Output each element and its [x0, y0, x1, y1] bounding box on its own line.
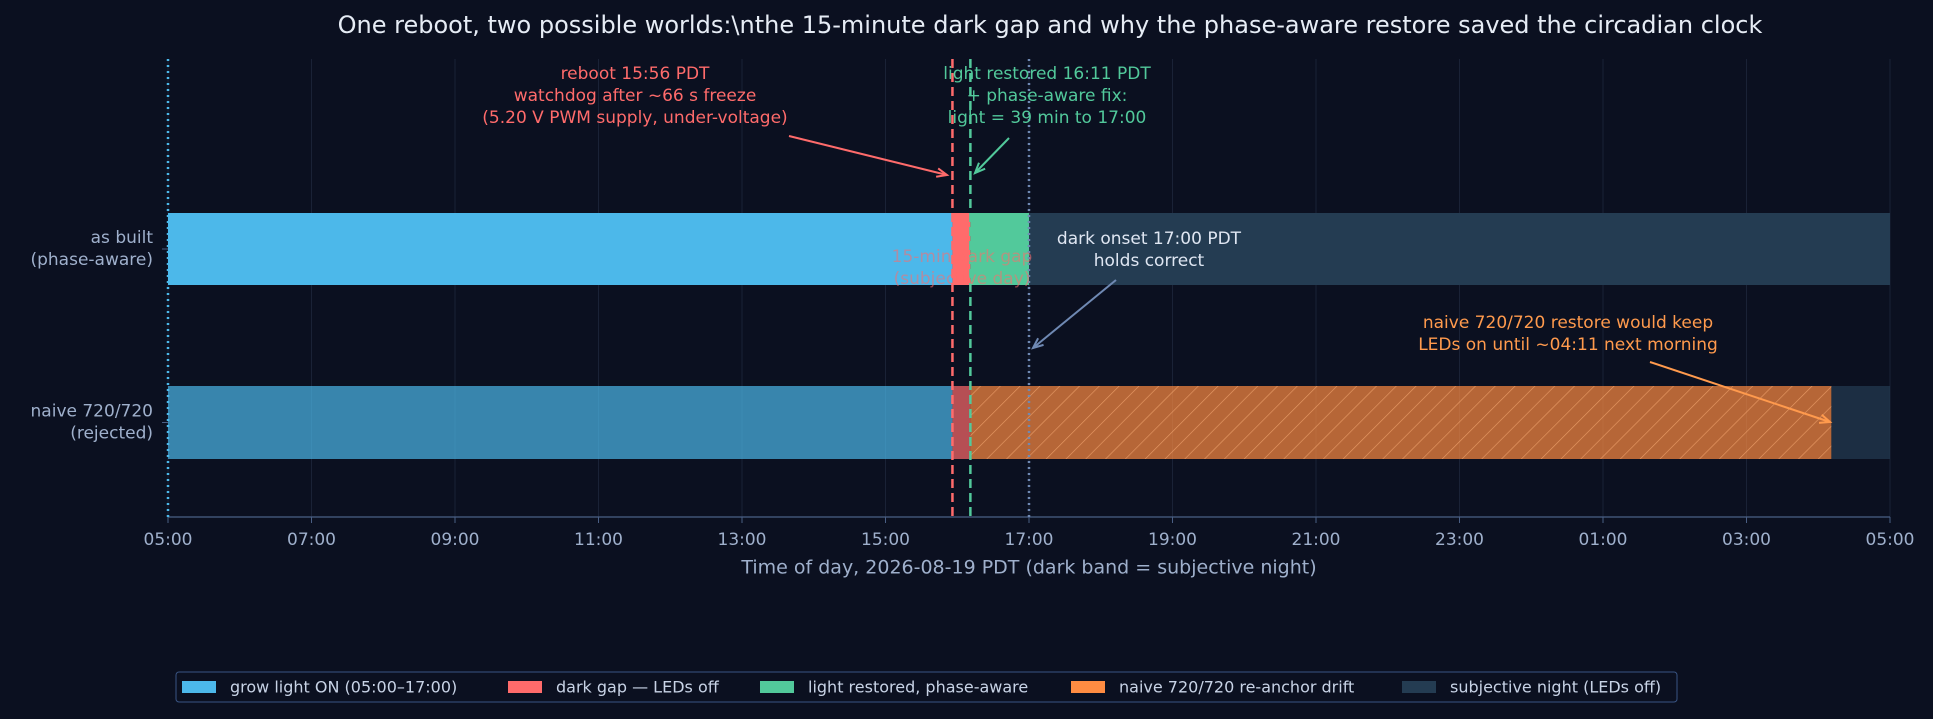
legend-label: dark gap — LEDs off	[556, 678, 720, 697]
x-tick-label: 15:00	[861, 530, 910, 550]
annotation: (5.20 V PWM supply, under-voltage)	[482, 108, 787, 128]
y-tick-label: as built	[91, 228, 154, 248]
legend-box	[175, 671, 1678, 703]
segment	[168, 386, 953, 459]
legend-swatch	[1402, 681, 1436, 693]
x-tick-label: 17:00	[1005, 530, 1054, 550]
segment	[970, 213, 1029, 285]
annotation: reboot 15:56 PDT	[561, 64, 710, 84]
annotation: light = 39 min to 17:00	[948, 108, 1147, 128]
legend-label: light restored, phase-aware	[808, 678, 1028, 697]
segment	[1029, 213, 1890, 285]
y-tick-label: (phase-aware)	[30, 250, 153, 270]
legend-swatch	[182, 681, 216, 693]
arrow-head	[973, 162, 986, 175]
x-tick-label: 11:00	[574, 530, 623, 550]
annotation: LEDs on until ~04:11 next morning	[1418, 335, 1718, 355]
x-tick-label: 03:00	[1722, 530, 1771, 550]
x-tick-label: 21:00	[1292, 530, 1341, 550]
annotation-arrow	[1649, 361, 1831, 423]
x-tick-label: 01:00	[1579, 530, 1628, 550]
annotation: holds correct	[1094, 251, 1205, 271]
arrow-head	[1031, 337, 1044, 350]
chart-title: One reboot, two possible worlds:\nthe 15…	[338, 11, 1763, 39]
annotation-arrow	[1032, 279, 1117, 349]
x-tick-label: 13:00	[718, 530, 767, 550]
arrow-head	[935, 167, 950, 178]
annotation: light restored 16:11 PDT	[943, 64, 1151, 84]
legend-swatch	[760, 681, 794, 693]
segment	[952, 386, 971, 459]
x-tick-label: 05:00	[144, 530, 193, 550]
x-axis-label: Time of day, 2026-08-19 PDT (dark band =…	[740, 557, 1316, 579]
segment	[1831, 386, 1890, 459]
segment-hatch	[970, 386, 1832, 459]
x-tick-label: 23:00	[1435, 530, 1484, 550]
annotation: dark onset 17:00 PDT	[1057, 229, 1242, 249]
x-tick-label: 07:00	[287, 530, 336, 550]
annotation: watchdog after ~66 s freeze	[514, 86, 757, 106]
annotation: naive 720/720 restore would keep	[1423, 313, 1713, 333]
x-tick-label: 19:00	[1148, 530, 1197, 550]
legend-label: grow light ON (05:00–17:00)	[230, 678, 457, 697]
annotation: + phase-aware fix:	[967, 86, 1128, 106]
y-tick-label: naive 720/720	[31, 402, 153, 422]
segment	[952, 213, 971, 285]
arrow-head	[1818, 413, 1833, 424]
annotation-arrow	[788, 135, 948, 176]
legend-swatch	[1071, 681, 1105, 693]
x-tick-label: 09:00	[431, 530, 480, 550]
x-tick-label: 05:00	[1866, 530, 1915, 550]
y-tick-label: (rejected)	[70, 424, 153, 444]
segment	[168, 213, 953, 285]
annotation: 15-min dark gap	[892, 247, 1033, 267]
legend-swatch	[508, 681, 542, 693]
annotation: (subjective day)	[894, 269, 1031, 289]
annotation-arrow	[974, 137, 1010, 174]
legend-label: subjective night (LEDs off)	[1450, 678, 1661, 697]
legend-label: naive 720/720 re-anchor drift	[1119, 678, 1354, 697]
